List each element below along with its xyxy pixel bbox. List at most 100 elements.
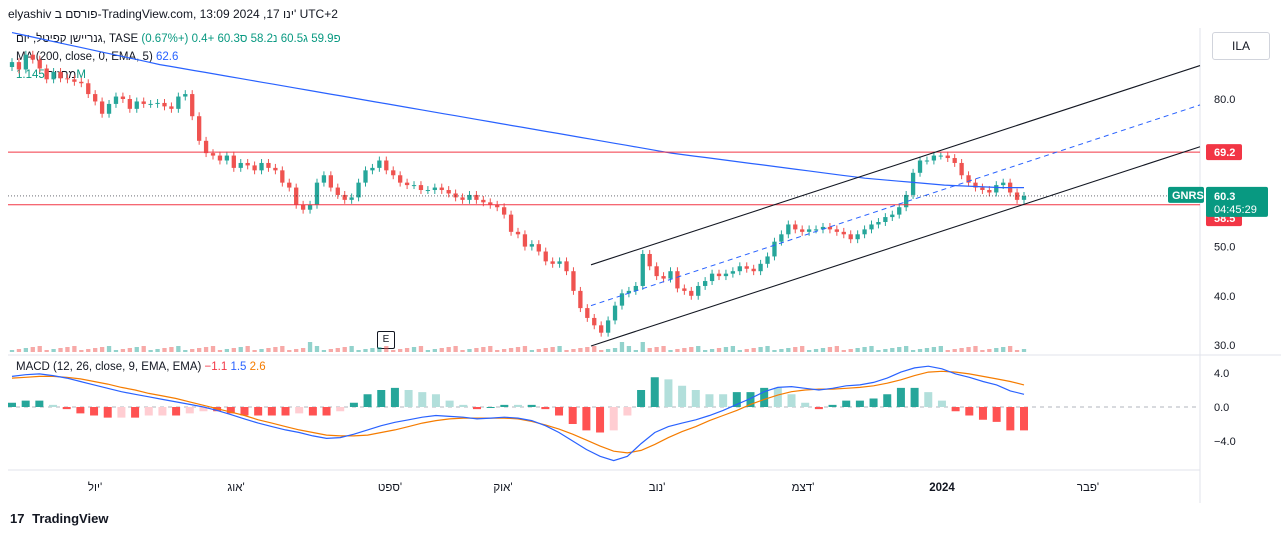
macd-histogram-bar (623, 407, 632, 416)
volume-bar (356, 350, 361, 352)
macd-histogram-bar (226, 407, 235, 414)
candle (183, 94, 188, 97)
candle (197, 116, 202, 141)
candle (557, 261, 562, 264)
volume-bar (106, 346, 112, 352)
volume-bar (474, 348, 479, 352)
macd-histogram-bar (172, 407, 181, 416)
candle (280, 170, 285, 183)
candle (1021, 195, 1027, 200)
candle (605, 320, 611, 333)
volume-bar (737, 350, 742, 352)
volume-bar (910, 350, 916, 352)
high-value: ג60.5 (280, 33, 308, 45)
candle (564, 261, 569, 272)
volume-bar (703, 350, 708, 352)
macd-histogram-bar (896, 387, 905, 407)
candle (501, 207, 507, 215)
candle (391, 170, 396, 176)
symbol-legend: גנריישן קפיטל, יום, TASE פ59.9 ג60.5 נ58… (16, 33, 341, 45)
volume-bar (127, 348, 132, 352)
macd-histogram-bar (732, 392, 741, 407)
volume-bar (453, 346, 458, 352)
macd-histogram-bar (90, 407, 99, 416)
macd-line-value: 1.5 (230, 361, 247, 373)
candle (682, 288, 687, 291)
volume-bar (252, 350, 257, 352)
macd-histogram-bar (1020, 407, 1028, 431)
volume-bar (675, 349, 680, 352)
macd-histogram-bar (691, 390, 700, 407)
candle (134, 101, 139, 109)
macd-histogram-bar (842, 400, 851, 407)
candle (578, 290, 583, 309)
candle (772, 241, 777, 257)
macd-tick-label: −4.0 (1214, 436, 1236, 448)
macd-histogram-bar (855, 400, 864, 407)
macd-histogram-bar (527, 404, 536, 407)
macd-signal-line (11, 370, 1025, 454)
volume-bar (287, 350, 292, 352)
volume-bar (966, 347, 971, 352)
volume-bar (820, 348, 826, 352)
macd-histogram-bar (281, 407, 290, 416)
volume-bar (86, 349, 91, 352)
volume-bar (1014, 350, 1020, 352)
open-value: פ59.9 (311, 33, 341, 45)
volume-bar (335, 348, 340, 352)
macd-histogram-bar (158, 407, 167, 416)
volume-bar (363, 349, 368, 352)
candle (51, 71, 56, 80)
candle (626, 290, 632, 294)
candle (106, 103, 112, 114)
candle (259, 162, 264, 171)
symbol-currency-box[interactable]: ILA (1212, 32, 1270, 60)
macd-histogram-bar (35, 400, 44, 407)
macd-histogram-bar (390, 387, 399, 407)
candle (314, 182, 320, 205)
candle (800, 229, 805, 232)
candle (765, 256, 770, 264)
volume-bar (425, 350, 431, 352)
volume-bar (273, 347, 278, 352)
candle (987, 190, 992, 193)
candle (647, 253, 652, 267)
volume-bar (654, 347, 659, 352)
volume-bar (370, 348, 375, 352)
macd-histogram-bar (678, 385, 687, 407)
macd-histogram-bar (103, 407, 112, 418)
volume-bar (848, 349, 853, 352)
volume-bar (224, 349, 230, 352)
brand-name: TradingView (32, 511, 109, 526)
candle (841, 231, 846, 235)
macd-histogram-bar (937, 400, 946, 407)
macd-histogram-bar (295, 407, 304, 414)
volume-bar (259, 349, 264, 352)
volume-bar (640, 342, 645, 352)
candle (238, 162, 243, 168)
volume-bar (99, 347, 105, 352)
volume-bar (183, 350, 188, 352)
brand: 17 TradingView (10, 511, 108, 526)
macd-histogram-bar (363, 394, 372, 407)
candle (266, 162, 271, 168)
volume-bar (716, 348, 722, 352)
price-chart[interactable]: 80.050.040.030.069.258.560.304:45:29GNRS… (0, 28, 1281, 503)
price-tick-label: 80.0 (1214, 94, 1235, 106)
macd-histogram-bar (787, 394, 796, 407)
volume-bar (488, 346, 493, 352)
volume-bar (1021, 349, 1027, 352)
candle (966, 175, 971, 183)
close-value: ס60.3 (217, 33, 248, 45)
candle (869, 224, 874, 230)
candle (633, 285, 638, 291)
volume-bar (536, 349, 541, 352)
volume-bar (841, 350, 846, 352)
macd-histogram-bar (459, 404, 468, 407)
candle (536, 244, 541, 252)
macd-histogram-bar (349, 402, 358, 407)
candle (349, 197, 354, 200)
candle (113, 96, 119, 104)
time-axis-label: פבר' (1077, 482, 1099, 494)
candle (411, 185, 417, 187)
